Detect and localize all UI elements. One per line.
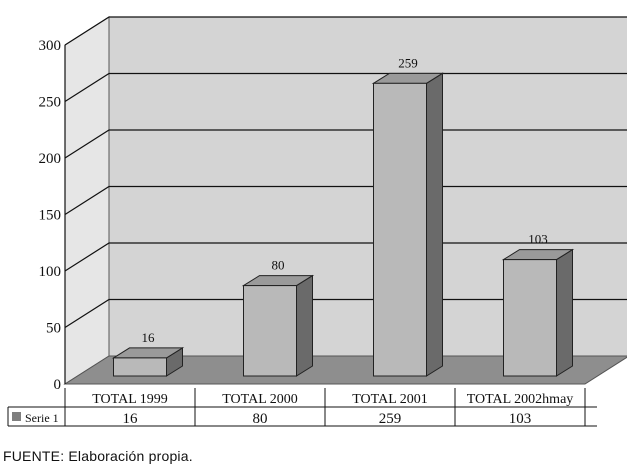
x-tick-label: TOTAL 1999 <box>92 392 167 407</box>
x-tick-label: TOTAL 2001 <box>352 392 427 407</box>
legend-key <box>12 412 21 421</box>
y-tick-label: 200 <box>39 151 62 167</box>
gridline <box>64 16 627 46</box>
bar-side <box>296 274 313 377</box>
x-tick-label: TOTAL 2000 <box>222 392 297 407</box>
legend-series-name: Serie 1 <box>25 411 59 425</box>
bar-front <box>243 285 297 377</box>
bar-chart: 0 50 100 150 200 250 300 16 80 259 103 TOTAL 1999… <box>7 16 627 427</box>
table-value: 103 <box>509 411 532 427</box>
gridline <box>64 298 627 329</box>
gridline <box>64 185 627 216</box>
bar <box>241 274 315 377</box>
y-axis: 0 50 100 150 200 250 300 <box>39 38 66 393</box>
floor <box>63 355 627 385</box>
gridline <box>64 129 627 159</box>
data-label: 80 <box>272 258 285 273</box>
gridline <box>64 242 627 272</box>
table-value: 80 <box>253 411 268 427</box>
y-tick-label: 0 <box>54 377 62 393</box>
data-table: TOTAL 1999 16 TOTAL 2000 80 TOTAL 2001 259 TOT… <box>7 388 597 427</box>
y-tick-label: 100 <box>39 264 62 280</box>
table-value: 16 <box>123 411 139 427</box>
bar-side <box>556 248 573 377</box>
bar <box>501 248 575 377</box>
y-tick-label: 300 <box>39 38 62 54</box>
y-tick-label: 250 <box>39 95 62 111</box>
data-label: 16 <box>142 330 156 345</box>
bar-front <box>373 82 427 377</box>
source-note: FUENTE: Elaboración propia. <box>3 448 193 464</box>
bar <box>371 72 445 377</box>
bar <box>111 347 185 377</box>
x-tick-label: TOTAL 2002hmay <box>467 392 574 407</box>
y-tick-label: 150 <box>39 208 62 224</box>
gridline <box>64 72 627 103</box>
y-tick-label: 50 <box>46 321 61 337</box>
bars: 16 80 259 103 <box>111 55 575 377</box>
bar-front <box>503 259 557 377</box>
table-value: 259 <box>379 411 402 427</box>
data-label: 259 <box>398 55 418 70</box>
bar-front <box>113 357 167 377</box>
data-label: 103 <box>528 232 548 247</box>
gridlines <box>64 16 627 329</box>
bar-side <box>426 72 443 377</box>
